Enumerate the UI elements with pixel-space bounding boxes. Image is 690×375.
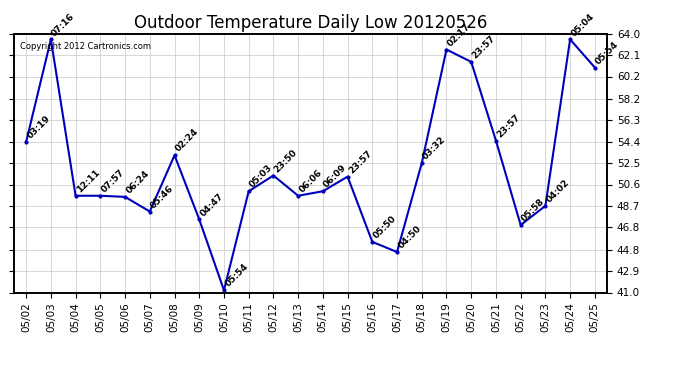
Text: 05:03: 05:03: [248, 164, 275, 190]
Text: 02:17: 02:17: [446, 21, 473, 48]
Text: 23:57: 23:57: [347, 148, 373, 175]
Text: 06:24: 06:24: [124, 169, 151, 195]
Text: 04:50: 04:50: [396, 224, 423, 251]
Text: 03:19: 03:19: [26, 114, 52, 140]
Text: 05:54: 05:54: [223, 262, 250, 289]
Text: 23:50: 23:50: [273, 148, 299, 174]
Text: 06:06: 06:06: [297, 168, 324, 194]
Text: 05:04: 05:04: [569, 12, 596, 38]
Text: 23:57: 23:57: [471, 34, 497, 60]
Text: 07:16: 07:16: [50, 11, 77, 38]
Text: 07:57: 07:57: [99, 168, 126, 194]
Text: 12:11: 12:11: [75, 168, 101, 194]
Text: 03:32: 03:32: [421, 135, 448, 162]
Text: 06:09: 06:09: [322, 164, 348, 190]
Text: 02:24: 02:24: [174, 127, 200, 154]
Title: Outdoor Temperature Daily Low 20120526: Outdoor Temperature Daily Low 20120526: [134, 14, 487, 32]
Text: 05:58: 05:58: [520, 197, 546, 223]
Text: 04:47: 04:47: [199, 191, 225, 218]
Text: 05:46: 05:46: [149, 183, 176, 210]
Text: 04:02: 04:02: [544, 178, 571, 204]
Text: 23:57: 23:57: [495, 112, 522, 139]
Text: Copyright 2012 Cartronics.com: Copyright 2012 Cartronics.com: [20, 42, 150, 51]
Text: 05:50: 05:50: [371, 214, 398, 240]
Text: 05:54: 05:54: [594, 39, 621, 66]
